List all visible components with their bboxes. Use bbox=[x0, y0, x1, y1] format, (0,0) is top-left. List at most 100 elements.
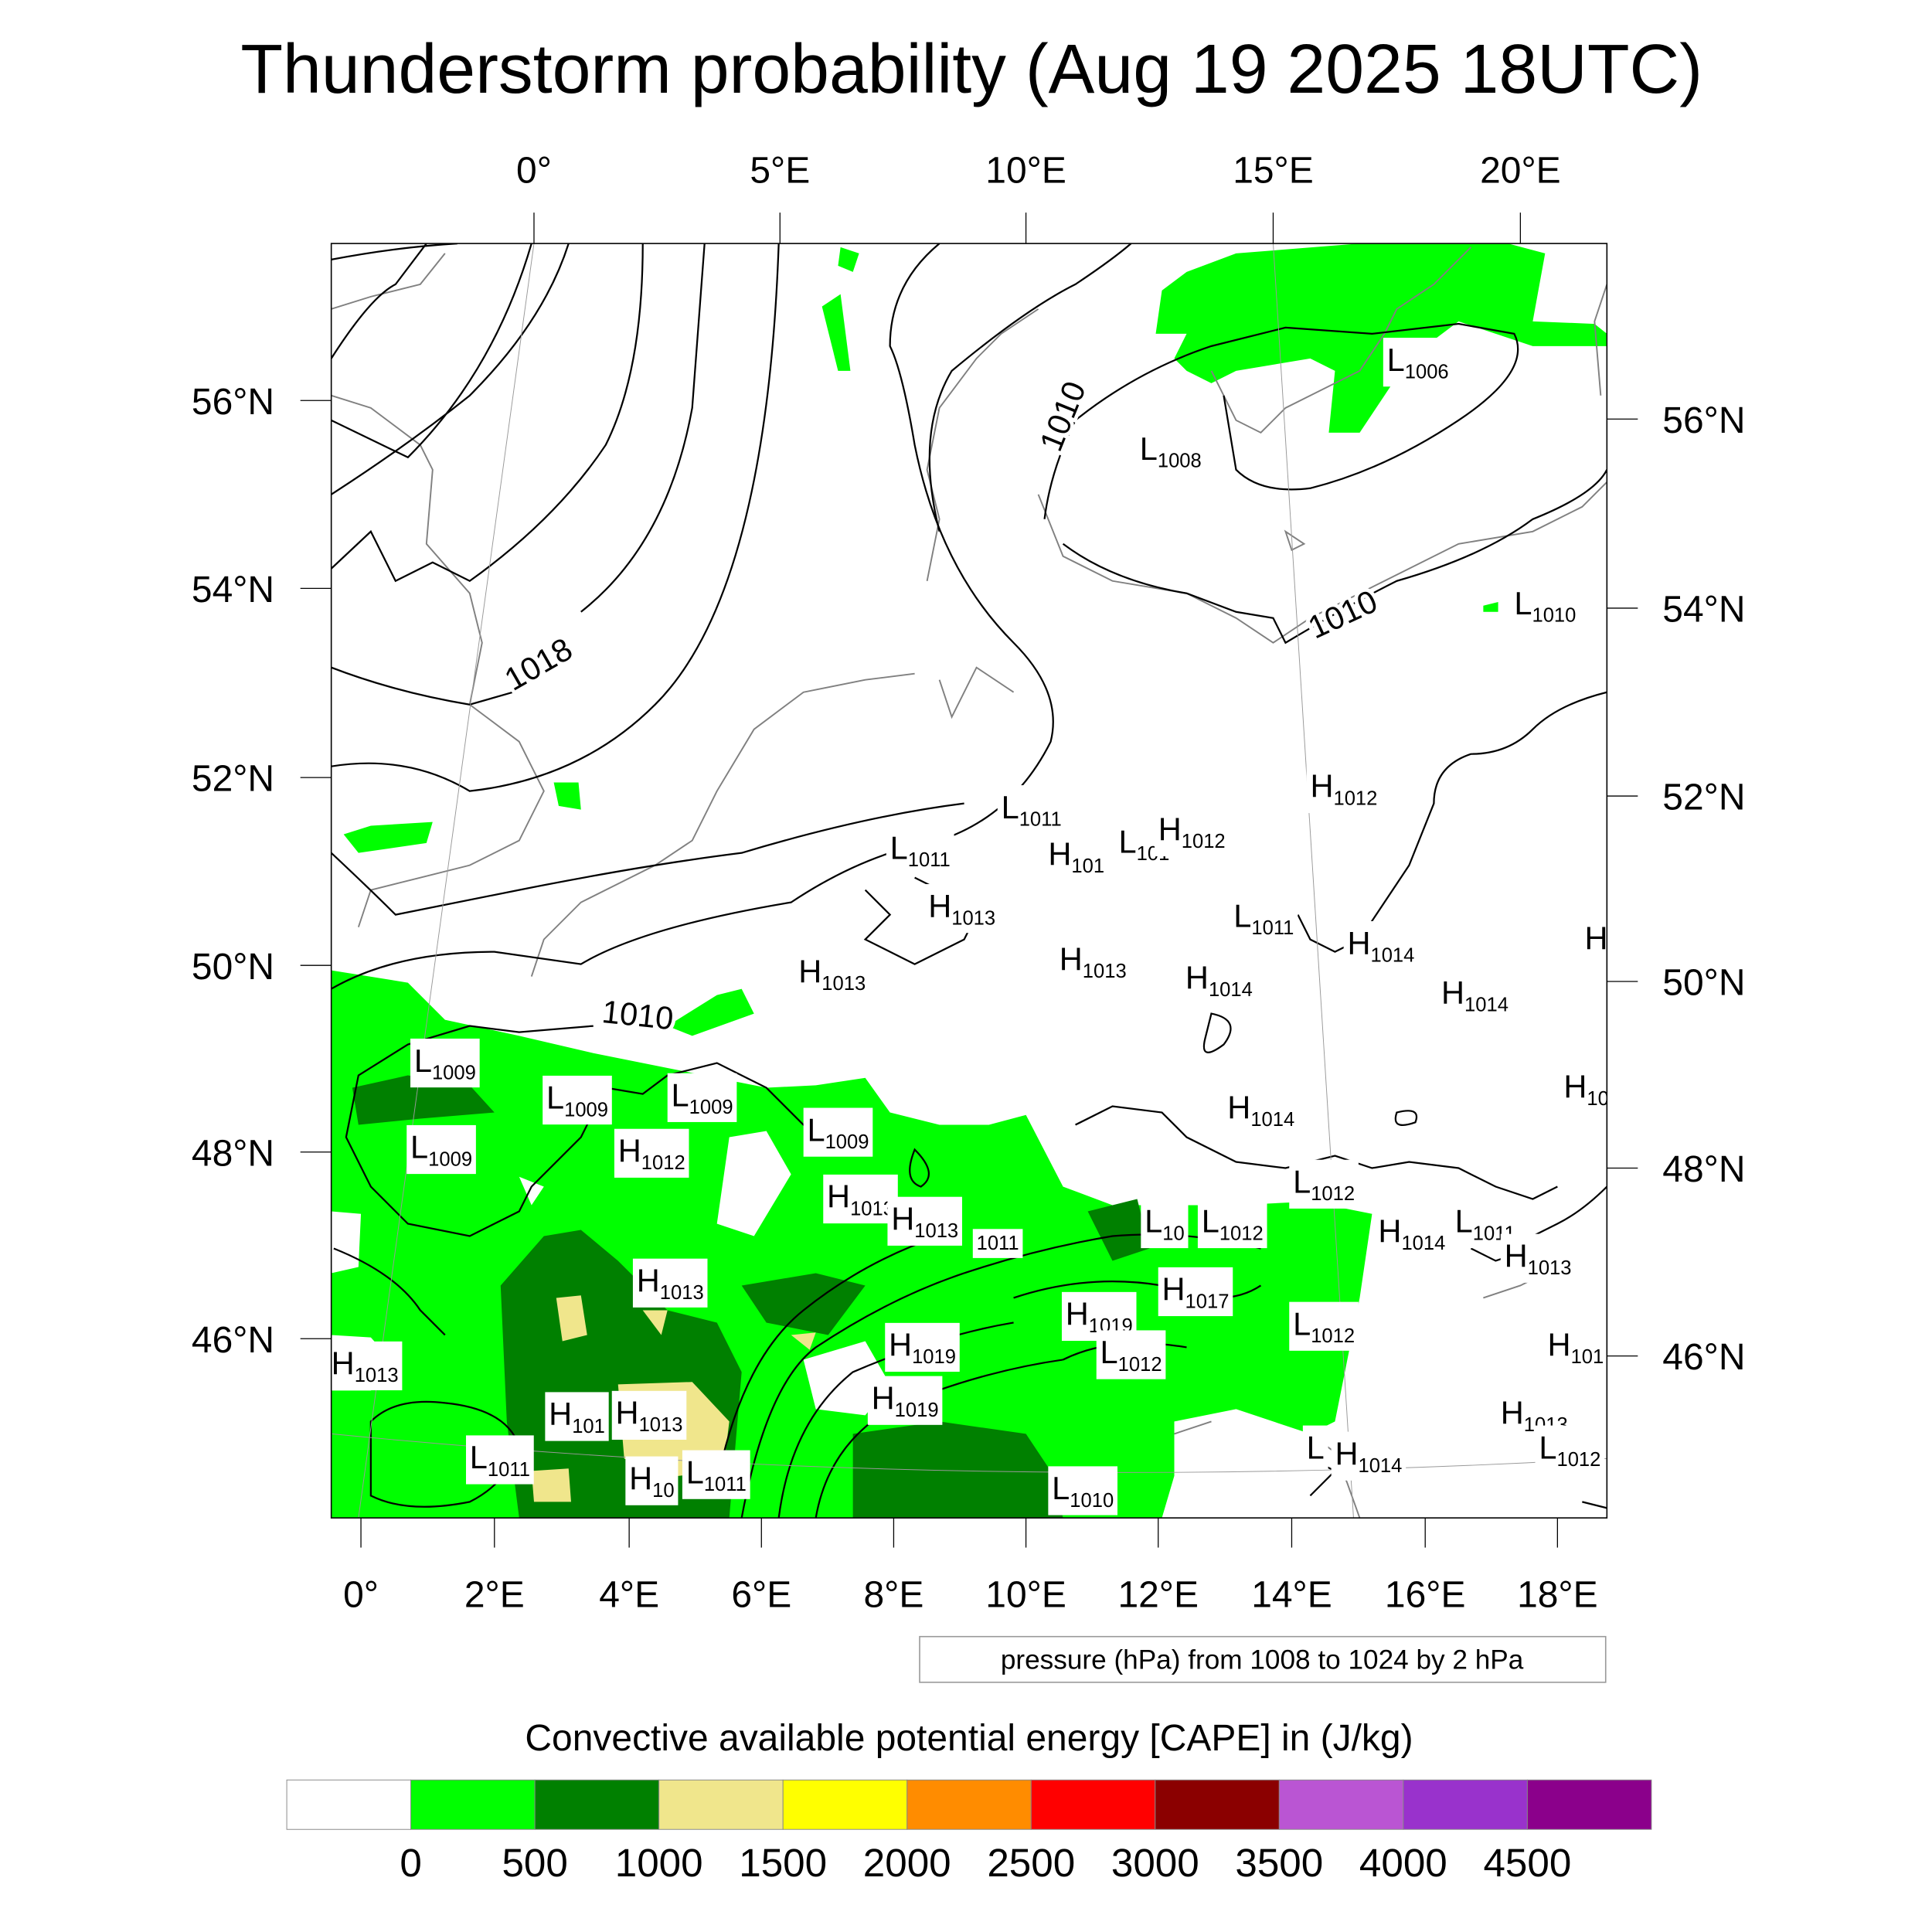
bottom-lon-label: 18°E bbox=[1517, 1574, 1598, 1615]
colorbar-tick-label: 4500 bbox=[1483, 1841, 1571, 1885]
high-pressure-center: H1012 bbox=[1306, 764, 1382, 814]
low-pressure-center: L1012 bbox=[1289, 1159, 1359, 1209]
colorbar-tick-label: 3500 bbox=[1235, 1841, 1323, 1885]
high-pressure-center: H1019 bbox=[867, 1376, 943, 1425]
pressure-center-label: H1014 bbox=[1185, 960, 1253, 1002]
center-type: L bbox=[410, 1129, 428, 1165]
bottom-lon-label: 0° bbox=[343, 1574, 379, 1615]
high-pressure-center: H10 bbox=[1560, 1064, 1608, 1114]
high-pressure-center: H101 bbox=[545, 1392, 609, 1441]
center-value: 10 bbox=[652, 1480, 674, 1502]
colorbar-swatch bbox=[410, 1779, 536, 1830]
pressure-center-label: H1013 bbox=[1060, 941, 1127, 983]
info-box-text: pressure (hPa) from 1008 to 1024 by 2 hP… bbox=[1001, 1645, 1524, 1675]
label-background bbox=[406, 1124, 476, 1175]
center-value: 1014 bbox=[1464, 994, 1509, 1015]
center-type: L bbox=[470, 1439, 488, 1475]
center-value: 1014 bbox=[1209, 979, 1253, 1001]
center-value: 101 bbox=[1571, 1346, 1604, 1368]
label-background bbox=[543, 1075, 612, 1125]
colorbar-tick-label: 3000 bbox=[1111, 1841, 1199, 1885]
center-type: L bbox=[1455, 1203, 1473, 1240]
low-pressure-center: L1011 bbox=[886, 825, 954, 876]
top-lon-label: 15°E bbox=[1233, 151, 1314, 192]
pressure-center-label: L1009 bbox=[672, 1077, 733, 1119]
pressure-center-label: H101 bbox=[1548, 1327, 1604, 1369]
low-pressure-center: L1009 bbox=[803, 1107, 873, 1157]
label-background bbox=[331, 1341, 403, 1391]
pressure-center-label: H1013 bbox=[827, 1179, 894, 1220]
center-type: H bbox=[637, 1262, 660, 1298]
center-value: 10 bbox=[1587, 1088, 1608, 1110]
center-type: H bbox=[872, 1379, 895, 1416]
left-lat-label: 48°N bbox=[192, 1133, 274, 1174]
center-type: H bbox=[1548, 1327, 1571, 1363]
center-value: 1011 bbox=[488, 1459, 530, 1481]
axes: 0° 5°E 10°E 15°E 20°E 56°N 54°N 52°N 50°N 48°N 46°… bbox=[192, 151, 1746, 1616]
center-value: 1006 bbox=[1405, 361, 1449, 383]
pressure-center-label: H101 bbox=[549, 1396, 605, 1437]
center-value: 1012 bbox=[1311, 1183, 1355, 1205]
pressure-center-label: H1012 bbox=[618, 1133, 685, 1175]
center-value: 1009 bbox=[825, 1131, 869, 1153]
center-type: H bbox=[1585, 920, 1608, 956]
label-background bbox=[1158, 1267, 1233, 1317]
low-pressure-center: L1012 bbox=[1096, 1330, 1166, 1379]
center-type: H bbox=[1501, 1395, 1524, 1431]
right-lat-label: 56°N bbox=[1662, 400, 1745, 441]
center-type: H bbox=[1378, 1213, 1401, 1249]
center-type: L bbox=[686, 1454, 704, 1490]
label-background bbox=[1289, 1301, 1359, 1351]
low-pressure-center: L1010 bbox=[1510, 581, 1580, 631]
high-pressure-center: H1013 bbox=[823, 1174, 898, 1224]
colorbar-swatch bbox=[658, 1779, 784, 1830]
high-pressure-center: H1013 bbox=[1055, 937, 1131, 986]
low-pressure-center: L1011 bbox=[997, 785, 1066, 835]
center-type: L bbox=[1052, 1470, 1070, 1506]
center-value: 1012 bbox=[1333, 787, 1377, 809]
center-type: L bbox=[1140, 430, 1158, 467]
colorbar-tick-label: 1500 bbox=[739, 1841, 827, 1885]
colorbar-swatch bbox=[534, 1779, 660, 1830]
pressure-center-label: L bbox=[1307, 1429, 1325, 1465]
pressure-center-label: H101 bbox=[1048, 836, 1104, 878]
center-value: 1013 bbox=[639, 1414, 683, 1436]
center-type: H bbox=[1048, 836, 1071, 872]
pressure-center-label: H1013 bbox=[637, 1262, 704, 1304]
label-background bbox=[1374, 1209, 1450, 1258]
center-value: 1012 bbox=[641, 1152, 685, 1174]
high-pressure-center: H bbox=[1580, 916, 1608, 961]
low-pressure-center: L1011 bbox=[466, 1435, 534, 1485]
pressure-center-label: L1012 bbox=[1100, 1334, 1162, 1376]
label-background bbox=[625, 1456, 679, 1505]
label-background bbox=[794, 949, 870, 998]
label-background bbox=[1048, 1466, 1117, 1515]
right-lat-label: 48°N bbox=[1662, 1149, 1745, 1190]
high-pressure-center: H1014 bbox=[1223, 1085, 1299, 1134]
pressure-center-label: H10 bbox=[629, 1460, 674, 1502]
high-pressure-center: H101 bbox=[1543, 1322, 1607, 1372]
center-value: 1012 bbox=[1311, 1325, 1355, 1347]
left-lat-label: 50°N bbox=[192, 947, 274, 988]
isobar-value-label: 1010 bbox=[1032, 376, 1093, 456]
high-pressure-center: H1013 bbox=[1500, 1233, 1576, 1283]
label-background bbox=[886, 825, 954, 876]
center-type: L bbox=[1202, 1203, 1219, 1240]
colorbar-tick-label: 4000 bbox=[1359, 1841, 1447, 1885]
high-pressure-center: H1017 bbox=[1158, 1267, 1233, 1317]
pressure-center-label: L1009 bbox=[410, 1129, 472, 1171]
label-background bbox=[1182, 955, 1257, 1005]
label-background bbox=[410, 1038, 480, 1088]
center-value: 1013 bbox=[660, 1282, 704, 1304]
center-value: 1019 bbox=[912, 1346, 956, 1368]
center-value: 1013 bbox=[821, 973, 866, 995]
low-pressure-center: L1008 bbox=[1135, 427, 1206, 476]
colorbar-swatch bbox=[1526, 1779, 1652, 1830]
label-background bbox=[1096, 1330, 1166, 1379]
center-value: 1012 bbox=[1219, 1223, 1264, 1244]
pressure-center-label: H1013 bbox=[928, 888, 995, 930]
center-type: H bbox=[889, 1327, 912, 1363]
colorbar-tick-label: 0 bbox=[400, 1841, 421, 1885]
high-pressure-center: H1014 bbox=[1374, 1209, 1450, 1258]
